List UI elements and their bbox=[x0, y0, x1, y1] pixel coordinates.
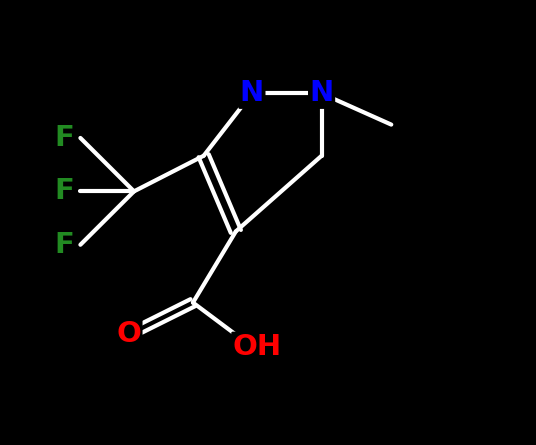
Text: N: N bbox=[309, 80, 334, 107]
Text: F: F bbox=[54, 124, 75, 152]
Text: F: F bbox=[54, 178, 75, 205]
Text: OH: OH bbox=[233, 333, 282, 361]
Text: O: O bbox=[116, 320, 141, 348]
Text: F: F bbox=[54, 231, 75, 259]
Text: N: N bbox=[240, 80, 264, 107]
